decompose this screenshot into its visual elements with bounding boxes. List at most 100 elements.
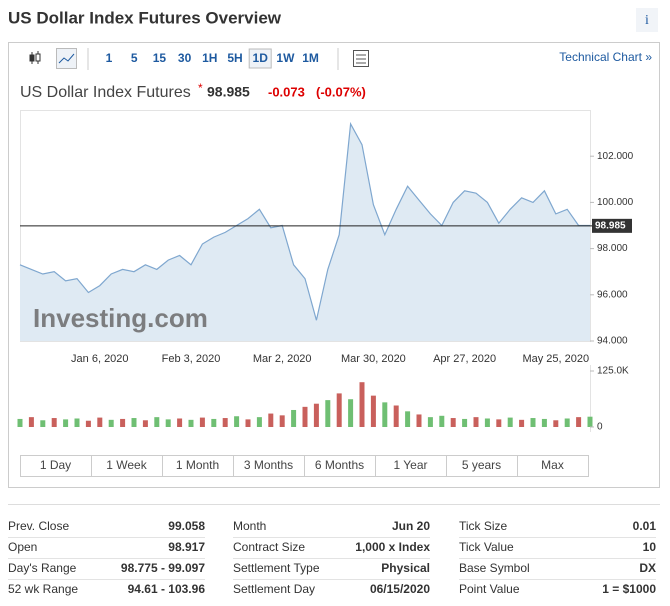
- stat-label: Settlement Day: [233, 582, 315, 596]
- volume-bar: [313, 403, 319, 427]
- volume-bar: [85, 420, 91, 427]
- stat-value: 99.058: [168, 519, 205, 533]
- candle-icon[interactable]: [29, 51, 41, 64]
- volume-bar: [268, 413, 274, 427]
- interval-button[interactable]: 5: [131, 51, 138, 65]
- volume-bar: [63, 419, 69, 427]
- volume-bar: [154, 417, 160, 427]
- line-icon-glyph: [58, 53, 75, 64]
- stat-label: Base Symbol: [459, 561, 530, 575]
- stat-value: Physical: [381, 561, 430, 575]
- info-button[interactable]: [636, 8, 658, 32]
- x-tick-label: Jan 6, 2020: [71, 353, 129, 365]
- stat-value: 06/15/2020: [370, 582, 430, 596]
- watermark: Investing.com: [33, 303, 208, 333]
- technical-chart-link[interactable]: Technical Chart »: [559, 50, 652, 64]
- price-change: -0.073: [268, 84, 305, 99]
- chart-widget: [8, 42, 660, 488]
- last-price: 98.985: [207, 84, 250, 100]
- volume-bar: [279, 415, 285, 427]
- volume-bar: [51, 418, 57, 427]
- price-area: [20, 123, 590, 342]
- volume-bar: [496, 419, 502, 427]
- volume-bar: [17, 418, 23, 427]
- range-label: 5 years: [462, 458, 501, 472]
- volume-bar: [530, 418, 536, 427]
- volume-bar: [131, 418, 137, 427]
- volume-bar: [222, 418, 228, 427]
- chart-title: US Dollar Index Futures: [20, 84, 191, 101]
- stat-label: 52 wk Range: [8, 582, 78, 596]
- volume-bar: [40, 420, 46, 427]
- volume-bar: [439, 415, 445, 427]
- x-tick-label: Mar 2, 2020: [253, 353, 312, 365]
- volume-bar: [108, 419, 114, 427]
- volume-bar: [97, 417, 103, 427]
- price-line: [19, 121, 590, 321]
- volume-bar: [382, 402, 388, 427]
- volume-bar: [325, 400, 331, 427]
- volume-bar: [576, 417, 582, 427]
- range-label: 1 Week: [106, 458, 147, 472]
- volume-bar: [587, 416, 593, 427]
- interval-button[interactable]: 1: [106, 51, 113, 65]
- volume-bar: [507, 417, 513, 427]
- volume-bar: [291, 409, 297, 427]
- page-title: US Dollar Index Futures Overview: [8, 8, 282, 27]
- volume-bar: [120, 418, 126, 427]
- volume-bar: [541, 418, 547, 427]
- volume-tick-label: 125.0K: [597, 366, 629, 377]
- stat-value: Jun 20: [392, 519, 430, 533]
- stat-label: Open: [8, 540, 37, 554]
- x-tick-label: Apr 27, 2020: [433, 353, 496, 365]
- volume-bar: [142, 420, 148, 427]
- volume-bar: [519, 419, 525, 427]
- volume-bar: [74, 418, 80, 427]
- volume-bar: [256, 417, 262, 427]
- stat-value: 98.775 - 99.097: [121, 561, 205, 575]
- interval-active: [248, 48, 272, 69]
- volume-bar: [199, 417, 205, 427]
- volume-bar: [370, 395, 376, 427]
- range-label: 1 Month: [176, 458, 219, 472]
- volume-tick-label: 0: [597, 422, 603, 433]
- volume-bar: [405, 411, 411, 427]
- price-change-percent: (-0.07%): [316, 84, 366, 99]
- interval-button[interactable]: 1W: [276, 51, 295, 65]
- interval-button[interactable]: 15: [153, 51, 167, 65]
- stat-label: Contract Size: [233, 540, 305, 554]
- volume-bar: [553, 420, 559, 427]
- stat-value: DX: [639, 561, 656, 575]
- x-tick-label: Feb 3, 2020: [162, 353, 221, 365]
- volume-bar: [473, 417, 479, 427]
- interval-button[interactable]: 5H: [227, 51, 242, 65]
- stat-label: Tick Value: [459, 540, 514, 554]
- range-label: 3 Months: [244, 458, 293, 472]
- x-tick-label: Mar 30, 2020: [341, 353, 406, 365]
- table-icon[interactable]: [353, 50, 369, 67]
- stat-label: Point Value: [459, 582, 520, 596]
- range-label: 6 Months: [315, 458, 364, 472]
- stat-value: 94.61 - 103.96: [128, 582, 206, 596]
- interval-button[interactable]: 1H: [202, 51, 217, 65]
- range-label: Max: [541, 458, 564, 472]
- y-tick-label: 102.000: [597, 151, 634, 162]
- line-icon[interactable]: [56, 48, 77, 69]
- stat-label: Settlement Type: [233, 561, 320, 575]
- info-icon: i: [645, 13, 649, 28]
- range-button[interactable]: [517, 455, 589, 477]
- range-label: 1 Year: [393, 458, 427, 472]
- volume-bar: [165, 419, 171, 427]
- interval-button[interactable]: 30: [178, 51, 192, 65]
- volume-bar: [211, 418, 217, 427]
- last-price-tag: [592, 218, 632, 233]
- volume-bar: [245, 419, 251, 427]
- volume-bar: [427, 417, 433, 427]
- y-tick-label: 94.000: [597, 336, 628, 347]
- interval-button[interactable]: 1M: [302, 51, 319, 65]
- volume-bar: [359, 382, 365, 427]
- interval-button[interactable]: 1D: [253, 51, 269, 65]
- change-indicator: *: [198, 81, 203, 95]
